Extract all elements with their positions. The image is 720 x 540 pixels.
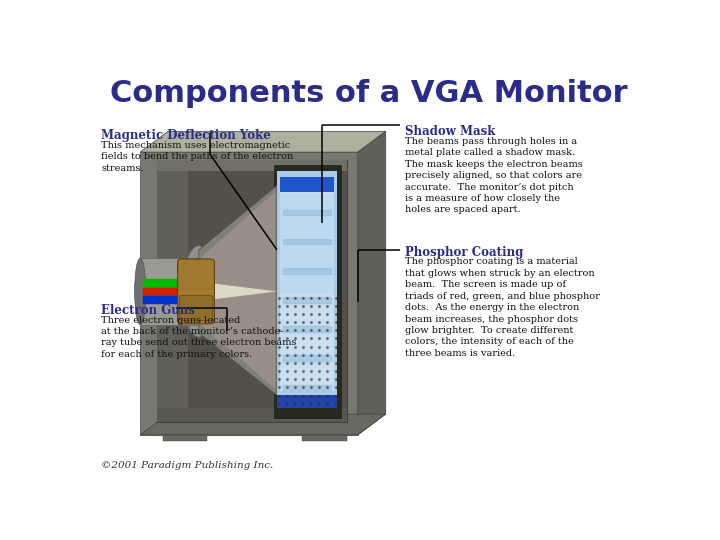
Text: ©2001 Paradigm Publishing Inc.: ©2001 Paradigm Publishing Inc. bbox=[101, 461, 274, 470]
Text: Electron Guns: Electron Guns bbox=[101, 304, 195, 317]
Polygon shape bbox=[163, 435, 207, 441]
Text: Magnetic Deflection Yoke: Magnetic Deflection Yoke bbox=[101, 129, 271, 142]
Polygon shape bbox=[140, 131, 386, 152]
FancyBboxPatch shape bbox=[179, 295, 213, 321]
Polygon shape bbox=[280, 177, 334, 192]
Polygon shape bbox=[302, 435, 347, 441]
Ellipse shape bbox=[182, 246, 215, 337]
Text: Shadow Mask: Shadow Mask bbox=[405, 125, 495, 138]
Polygon shape bbox=[140, 414, 386, 435]
Text: The beams pass through holes in a
metal plate called a shadow mask.
The mask kee: The beams pass through holes in a metal … bbox=[405, 137, 583, 214]
Text: This mechanism uses electromagnetic
fields to bend the paths of the electron
str: This mechanism uses electromagnetic fiel… bbox=[101, 141, 294, 173]
Polygon shape bbox=[358, 131, 386, 435]
Polygon shape bbox=[157, 160, 347, 422]
Text: The phosphor coating is a material
that glows when struck by an electron
beam.  : The phosphor coating is a material that … bbox=[405, 258, 600, 358]
Polygon shape bbox=[199, 185, 277, 395]
Polygon shape bbox=[157, 160, 347, 171]
Polygon shape bbox=[274, 165, 341, 418]
Polygon shape bbox=[193, 281, 277, 302]
Text: Three electron guns located
at the back of the monitor’s cathode-
ray tube send : Three electron guns located at the back … bbox=[101, 315, 297, 359]
Polygon shape bbox=[277, 395, 337, 408]
Polygon shape bbox=[157, 160, 188, 422]
Ellipse shape bbox=[135, 258, 145, 325]
Polygon shape bbox=[140, 258, 199, 325]
Polygon shape bbox=[280, 177, 334, 391]
FancyBboxPatch shape bbox=[178, 259, 215, 324]
Polygon shape bbox=[280, 194, 334, 294]
Text: Components of a VGA Monitor: Components of a VGA Monitor bbox=[110, 79, 628, 109]
Polygon shape bbox=[157, 408, 347, 422]
Polygon shape bbox=[200, 192, 275, 389]
Polygon shape bbox=[277, 171, 337, 408]
Text: Phosphor Coating: Phosphor Coating bbox=[405, 246, 523, 259]
Polygon shape bbox=[140, 152, 358, 435]
